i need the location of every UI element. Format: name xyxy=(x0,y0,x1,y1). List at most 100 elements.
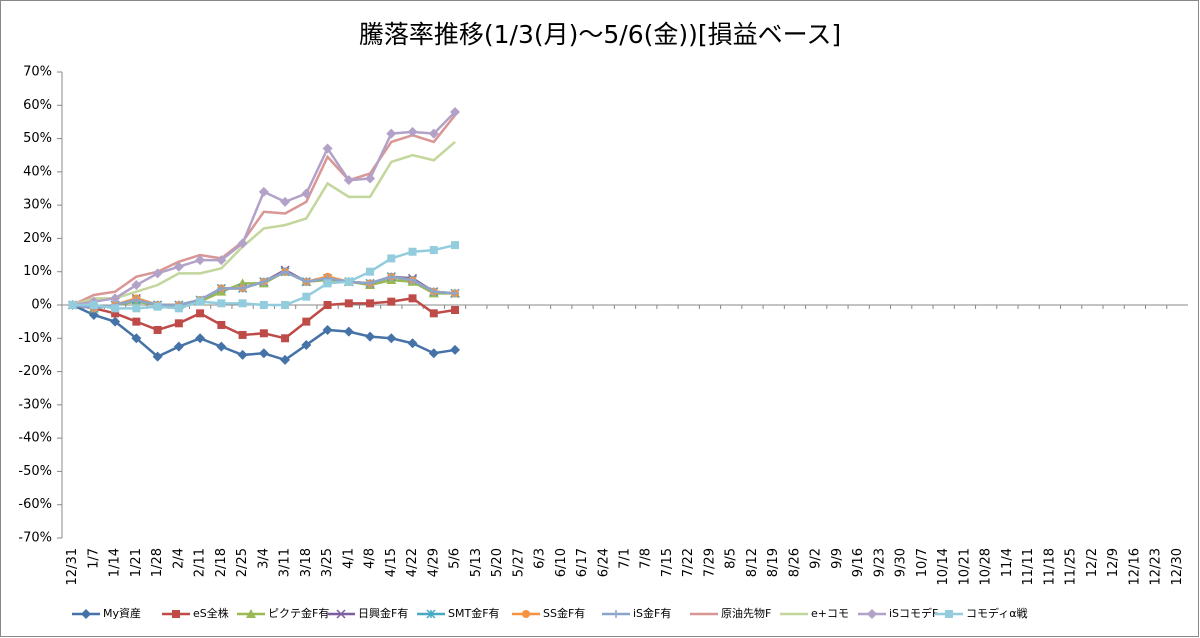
marker xyxy=(408,294,417,303)
marker xyxy=(246,609,256,618)
marker xyxy=(174,319,183,328)
chart-title: 騰落率推移(1/3(月)～5/6(金))[損益ベース] xyxy=(359,20,841,49)
y-tick-label: 10% xyxy=(23,264,52,279)
marker xyxy=(343,326,354,337)
marker xyxy=(237,238,248,249)
series-line xyxy=(72,114,457,307)
marker xyxy=(196,309,205,318)
x-tick-label: 6/17 xyxy=(575,548,590,577)
y-tick-label: -30% xyxy=(18,397,52,412)
y-tick-label: 70% xyxy=(23,65,52,80)
series-line xyxy=(72,140,456,307)
marker xyxy=(451,241,460,250)
marker xyxy=(195,333,206,344)
marker xyxy=(172,610,180,618)
marker xyxy=(152,268,163,279)
marker xyxy=(81,609,91,619)
legend-label: コモディα戦 xyxy=(966,606,1027,620)
legend-label: My資産 xyxy=(103,607,141,620)
x-tick-label: 4/8 xyxy=(363,548,378,569)
marker xyxy=(216,341,227,352)
marker xyxy=(387,254,396,263)
x-tick-label: 12/2 xyxy=(1085,548,1100,577)
marker xyxy=(259,301,268,309)
x-tick-label: 7/1 xyxy=(618,548,633,569)
x-tick-label: 9/30 xyxy=(894,548,909,577)
x-tick-label: 12/9 xyxy=(1106,548,1121,577)
marker xyxy=(945,610,953,618)
legend-label: 日興金F有 xyxy=(358,606,408,620)
marker xyxy=(217,299,226,308)
x-tick-label: 3/25 xyxy=(320,548,335,577)
marker xyxy=(174,304,183,313)
marker xyxy=(867,609,877,619)
y-tick-label: 50% xyxy=(23,131,52,146)
x-tick-label: 7/22 xyxy=(681,548,696,577)
marker xyxy=(132,296,141,305)
marker xyxy=(68,301,77,309)
marker xyxy=(132,317,141,326)
marker xyxy=(258,186,269,197)
marker xyxy=(302,277,311,286)
x-tick-label: 5/6 xyxy=(448,548,463,569)
x-tick-label: 10/7 xyxy=(915,548,930,577)
marker xyxy=(426,609,436,619)
marker xyxy=(217,284,226,293)
marker xyxy=(428,128,439,139)
x-tick-label: 8/12 xyxy=(745,548,760,577)
x-tick-label: 10/14 xyxy=(936,548,951,585)
x-tick-label: 7/29 xyxy=(702,548,717,577)
x-tick-label: 11/18 xyxy=(1042,548,1057,585)
marker xyxy=(131,280,142,291)
marker xyxy=(238,330,247,339)
legend-label: SMT金F有 xyxy=(448,606,500,620)
marker xyxy=(386,128,397,139)
x-tick-label: 3/11 xyxy=(278,548,293,577)
x-tick-label: 2/25 xyxy=(235,548,250,577)
x-tick-label: 9/23 xyxy=(872,548,887,577)
x-tick-label: 10/21 xyxy=(957,548,972,585)
x-tick-label: 6/3 xyxy=(533,548,548,569)
legend-label: 原油先物F xyxy=(721,606,771,620)
y-tick-label: -60% xyxy=(18,497,52,512)
marker xyxy=(612,610,620,618)
marker xyxy=(110,316,121,327)
marker xyxy=(259,329,268,338)
marker xyxy=(408,247,417,256)
marker xyxy=(323,301,332,309)
x-tick-label: 12/31 xyxy=(65,548,80,585)
marker xyxy=(153,325,162,334)
x-tick-label: 1/14 xyxy=(108,548,123,577)
marker xyxy=(111,304,120,313)
x-tick-label: 2/11 xyxy=(193,548,208,577)
marker xyxy=(343,175,354,186)
legend-label: eS全株 xyxy=(193,606,229,620)
x-tick-label: 3/18 xyxy=(299,548,314,577)
marker xyxy=(366,299,375,308)
marker xyxy=(366,267,375,276)
marker xyxy=(301,188,312,199)
legend-label: iS金F有 xyxy=(633,606,671,620)
marker xyxy=(173,341,184,352)
legend-label: ピクテ金F有 xyxy=(268,606,329,620)
marker xyxy=(238,299,247,308)
y-tick-label: -10% xyxy=(18,331,52,346)
marker xyxy=(89,301,98,309)
x-tick-label: 9/2 xyxy=(809,548,824,569)
marker xyxy=(281,334,290,343)
y-tick-label: 20% xyxy=(23,231,52,246)
legend-label: SS金F有 xyxy=(543,606,585,620)
x-tick-label: 6/10 xyxy=(554,548,569,577)
x-tick-label: 11/11 xyxy=(1021,548,1036,585)
marker xyxy=(302,317,311,326)
y-tick-label: 40% xyxy=(23,164,52,179)
marker xyxy=(386,333,397,344)
marker xyxy=(131,333,142,344)
marker xyxy=(336,609,346,619)
x-tick-label: 4/1 xyxy=(341,548,356,569)
y-tick-label: 30% xyxy=(23,198,52,213)
marker xyxy=(196,297,205,306)
marker xyxy=(428,348,439,359)
marker xyxy=(173,261,184,272)
x-tick-label: 7/8 xyxy=(639,548,654,569)
